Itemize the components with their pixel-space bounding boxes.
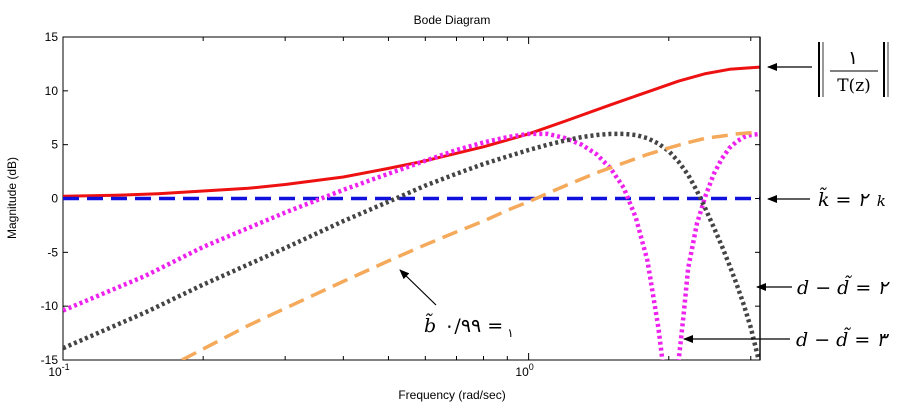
y-tick-label: 15 — [45, 30, 59, 44]
y-tick-label: 5 — [51, 138, 58, 152]
svg-text:k̃ = ٢ k: k̃ = ٢ k — [818, 188, 886, 211]
annotation-inverse-t: ١ T(z) — [767, 42, 889, 97]
annotation-k-tilde: k̃ = ٢ k — [767, 188, 886, 211]
x-tick-label: 100 — [515, 362, 533, 379]
annotation-b-sub: ١ — [507, 326, 513, 340]
annotation-d-diff-2-text: d − d̃ = ٢ — [797, 276, 890, 299]
x-tick-label: 10-1 — [48, 362, 69, 379]
annotation-b-tail: = ٠/٩٩ — [444, 315, 503, 337]
annotation-k-main: k̃ = ٢ — [818, 188, 871, 211]
arrow-b-tilde — [399, 269, 437, 306]
annotation-d-diff-2: d − d̃ = ٢ — [756, 276, 890, 299]
y-tick-label: -15 — [41, 353, 59, 367]
series-line-5 — [181, 129, 760, 360]
chart-title: Bode Diagram — [414, 13, 491, 27]
annotation-numerator: ١ — [848, 47, 858, 69]
annotation-d-diff-3-text: d − d̃ = ٣ — [796, 328, 889, 351]
y-tick-label: -5 — [47, 245, 58, 259]
annotation-k-tail: k — [877, 192, 886, 210]
series-group — [63, 65, 760, 360]
y-tick-label: -10 — [41, 299, 59, 313]
y-tick-label: 10 — [45, 84, 59, 98]
series-line-3 — [63, 131, 760, 360]
series-line-4 — [63, 131, 760, 360]
annotation-b-tilde: b̃ ١ = ٠/٩٩ — [399, 269, 514, 342]
series-line-1 — [63, 65, 760, 198]
y-tick-label: 0 — [51, 192, 58, 206]
annotation-d-diff-3: d − d̃ = ٣ — [683, 328, 889, 351]
svg-text:b̃ ١ = ٠/٩٩: b̃ ١ = ٠/٩٩ — [424, 314, 514, 342]
x-axis-label: Frequency (rad/sec) — [398, 388, 505, 402]
y-axis-label: Magnitude (dB) — [5, 157, 19, 239]
annotation-b-main: b̃ — [424, 314, 436, 337]
annotation-denominator: T(z) — [837, 76, 871, 96]
